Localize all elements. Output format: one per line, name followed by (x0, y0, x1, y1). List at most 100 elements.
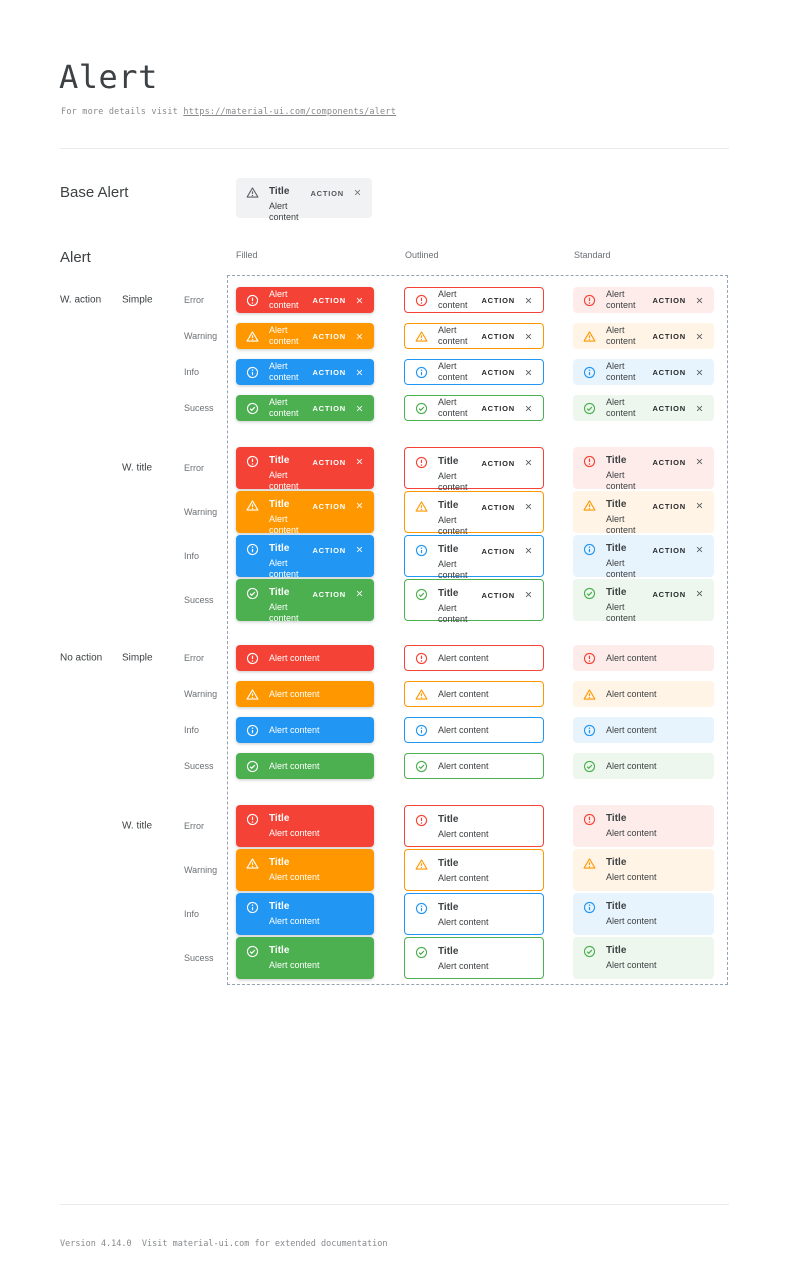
close-icon[interactable] (524, 502, 533, 511)
error-icon (246, 455, 259, 468)
column-header-outlined: Outlined (405, 250, 439, 260)
close-icon[interactable] (355, 545, 364, 554)
close-icon[interactable] (355, 332, 364, 341)
close-icon[interactable] (353, 188, 362, 197)
alert-action-button[interactable]: ACTION (310, 189, 344, 198)
close-icon[interactable] (695, 457, 704, 466)
alert-action-button[interactable]: ACTION (481, 403, 515, 413)
close-icon[interactable] (695, 296, 704, 305)
alert-action-button[interactable]: ACTION (481, 331, 515, 341)
alert-action-button[interactable]: ACTION (652, 403, 686, 413)
alert-title: Title (269, 186, 290, 197)
alert-content: Alert content (606, 558, 636, 579)
alert-action-button[interactable]: ACTION (652, 331, 686, 341)
alert-message: Title Alert content (269, 587, 306, 624)
alert-action-button[interactable]: ACTION (652, 502, 686, 511)
row-label-warning: Warning (184, 865, 218, 875)
close-icon[interactable] (355, 589, 364, 598)
close-icon[interactable] (524, 296, 533, 305)
close-icon[interactable] (355, 457, 364, 466)
alert-outlined-success-simple: Alert content ACTION (404, 395, 544, 421)
alert-message: Alert content (606, 725, 704, 736)
alert-content: Alert content (269, 514, 299, 535)
alert-action-button[interactable]: ACTION (312, 590, 346, 599)
row-label-info: Info (184, 909, 200, 919)
alert-action-button[interactable]: ACTION (652, 590, 686, 599)
error-icon (415, 814, 428, 827)
page-title: Alert (59, 58, 158, 96)
close-icon[interactable] (524, 404, 533, 413)
close-icon[interactable] (695, 589, 704, 598)
alert-action-button[interactable]: ACTION (481, 459, 515, 468)
close-icon[interactable] (524, 458, 533, 467)
info-icon (246, 543, 259, 556)
close-icon[interactable] (695, 332, 704, 341)
alert-action-button[interactable]: ACTION (652, 367, 686, 377)
alert-standard-warning-simple: Alert content ACTION (573, 323, 714, 349)
alert-outlined-warning-with-title: Title Alert content ACTION (404, 491, 544, 536)
alert-message: Alert content (269, 325, 306, 347)
subgroup-label-w-title: W. title (122, 462, 153, 474)
warning-icon (583, 857, 596, 870)
close-icon[interactable] (695, 404, 704, 413)
alert-content: Alert content (606, 602, 636, 623)
close-icon[interactable] (524, 368, 533, 377)
alert-outlined-warning-simple: Alert content ACTION (404, 323, 544, 349)
close-icon[interactable] (524, 546, 533, 555)
alert-action-button[interactable]: ACTION (312, 502, 346, 511)
close-icon[interactable] (695, 545, 704, 554)
subtitle-link[interactable]: https://material-ui.com/components/alert (183, 107, 397, 117)
alert-outlined-info-with-title-no-action: Title Alert content (404, 893, 544, 935)
alert-action-button[interactable]: ACTION (652, 458, 686, 467)
bottom-divider (60, 1204, 729, 1205)
subgroup-label-simple: Simple (122, 294, 153, 306)
alert-content: Alert content (269, 397, 299, 418)
close-icon[interactable] (355, 501, 364, 510)
alert-message: Alert content (606, 761, 704, 772)
success-icon (583, 587, 596, 600)
alert-action-button[interactable]: ACTION (481, 503, 515, 512)
warning-icon (246, 499, 259, 512)
alert-filled-success-with-title: Title Alert content ACTION (236, 579, 374, 624)
alert-action-button[interactable]: ACTION (312, 331, 346, 341)
alert-action-button[interactable]: ACTION (312, 367, 346, 377)
warning-icon (415, 688, 428, 701)
close-icon[interactable] (355, 368, 364, 377)
close-icon[interactable] (355, 296, 364, 305)
alert-standard-info-simple: Alert content ACTION (573, 359, 714, 385)
close-icon[interactable] (524, 590, 533, 599)
alert-action-button[interactable]: ACTION (312, 458, 346, 467)
close-icon[interactable] (695, 368, 704, 377)
close-icon[interactable] (695, 501, 704, 510)
alert-action-button[interactable]: ACTION (652, 546, 686, 555)
alert-message: Alert content (438, 397, 475, 419)
alert-message: Alert content (606, 289, 646, 311)
close-icon[interactable] (355, 404, 364, 413)
alert-title: Title (606, 857, 627, 868)
row-label-error: Error (184, 295, 204, 305)
close-icon[interactable] (524, 332, 533, 341)
alert-message: Alert content (269, 725, 364, 736)
alert-action-button[interactable]: ACTION (481, 591, 515, 600)
alert-message: Title Alert content (269, 945, 364, 971)
alert-content: Alert content (606, 652, 657, 663)
alert-content: Alert content (438, 559, 468, 580)
alert-action-button[interactable]: ACTION (312, 295, 346, 305)
alert-action-button[interactable]: ACTION (652, 295, 686, 305)
alert-content: Alert content (269, 652, 320, 663)
alert-content: Alert content (438, 603, 468, 624)
alert-filled-error-simple: Alert content ACTION (236, 287, 374, 313)
alert-action-button[interactable]: ACTION (481, 547, 515, 556)
alert-message: Title Alert content (606, 455, 646, 492)
alert-content: Alert content (438, 688, 489, 699)
alert-action-button[interactable]: ACTION (481, 367, 515, 377)
alert-action-button[interactable]: ACTION (312, 403, 346, 413)
alert-filled-error-with-title-no-action: Title Alert content (236, 805, 374, 847)
alert-action-button[interactable]: ACTION (481, 295, 515, 305)
error-icon (246, 813, 259, 826)
alert-message: Alert content (606, 325, 646, 347)
alert-message: Title Alert content (606, 813, 704, 839)
footer-text: Version 4.14.0 Visit material-ui.com for… (60, 1239, 388, 1249)
row-label-warning: Warning (184, 507, 218, 517)
alert-action-button[interactable]: ACTION (312, 546, 346, 555)
